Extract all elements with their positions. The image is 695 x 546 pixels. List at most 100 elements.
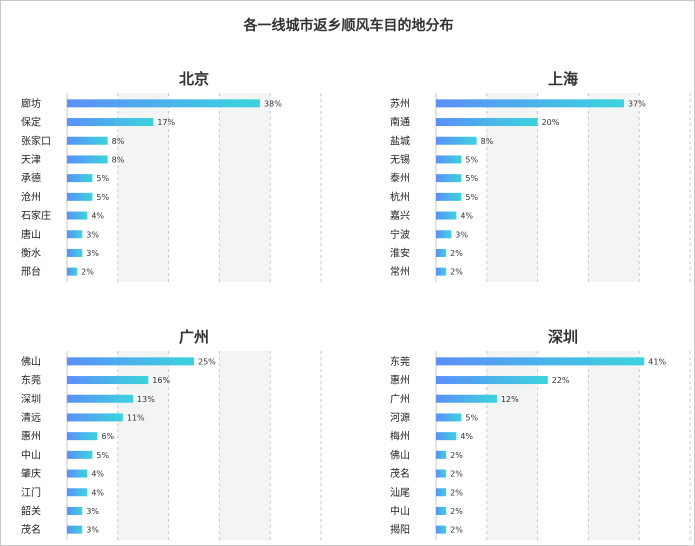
bar xyxy=(67,394,134,403)
bar xyxy=(67,211,88,220)
bar xyxy=(436,136,477,145)
value-label: 11% xyxy=(127,413,145,422)
category-label: 苏州 xyxy=(390,97,410,110)
bar xyxy=(436,450,447,459)
bar xyxy=(436,230,452,239)
category-label: 中山 xyxy=(21,448,41,461)
bar xyxy=(67,118,154,127)
value-label: 3% xyxy=(86,230,99,239)
value-label: 4% xyxy=(460,432,473,441)
bar xyxy=(436,99,624,108)
category-label: 河源 xyxy=(390,411,410,424)
value-label: 4% xyxy=(91,212,104,221)
bar xyxy=(67,267,78,276)
category-label: 广州 xyxy=(390,393,410,405)
bar xyxy=(67,357,194,366)
bar xyxy=(436,413,462,422)
panel-title: 上海 xyxy=(548,70,578,88)
value-label: 2% xyxy=(450,507,463,516)
category-label: 深圳 xyxy=(21,393,41,405)
bar xyxy=(67,99,261,108)
category-label: 淮安 xyxy=(390,246,410,259)
value-label: 2% xyxy=(450,470,463,479)
value-label: 37% xyxy=(628,99,646,108)
grid-band xyxy=(588,93,640,282)
bar xyxy=(436,394,497,403)
value-label: 2% xyxy=(450,268,463,277)
value-label: 5% xyxy=(465,155,478,164)
bar xyxy=(67,376,149,385)
category-label: 惠州 xyxy=(390,374,410,387)
category-label: 泰州 xyxy=(390,172,410,185)
grid-band xyxy=(588,351,640,540)
value-label: 20% xyxy=(542,118,560,127)
category-label: 南通 xyxy=(390,116,410,129)
grid-band xyxy=(219,93,271,282)
value-label: 2% xyxy=(450,451,463,460)
category-label: 石家庄 xyxy=(21,209,51,222)
category-label: 宁波 xyxy=(390,228,410,241)
category-label: 承德 xyxy=(21,172,41,185)
value-label: 2% xyxy=(450,249,463,258)
bar xyxy=(436,525,447,534)
bar xyxy=(67,450,93,459)
category-label: 佛山 xyxy=(390,448,410,461)
bar xyxy=(67,248,83,257)
category-label: 保定 xyxy=(21,116,41,129)
category-label: 杭州 xyxy=(390,190,410,203)
value-label: 25% xyxy=(198,357,216,366)
bar xyxy=(67,525,83,534)
bar xyxy=(67,488,88,497)
category-label: 梅州 xyxy=(390,430,410,443)
category-label: 沧州 xyxy=(21,190,41,203)
value-label: 38% xyxy=(264,99,282,108)
value-label: 3% xyxy=(455,230,468,239)
value-label: 6% xyxy=(101,432,114,441)
value-label: 2% xyxy=(450,488,463,497)
category-label: 中山 xyxy=(390,504,410,517)
bar xyxy=(436,174,462,183)
category-label: 邢台 xyxy=(21,265,41,278)
category-label: 清远 xyxy=(21,411,41,424)
category-label: 盐城 xyxy=(390,134,410,147)
bar xyxy=(67,136,108,145)
category-label: 无锡 xyxy=(390,153,410,166)
category-label: 嘉兴 xyxy=(390,209,410,222)
bar xyxy=(436,357,645,366)
bar xyxy=(436,432,457,441)
value-label: 4% xyxy=(91,488,104,497)
grid-band xyxy=(219,351,271,540)
bar xyxy=(436,267,447,276)
bar xyxy=(436,506,447,515)
panel-title: 北京 xyxy=(179,70,209,88)
category-label: 茂名 xyxy=(390,467,410,480)
bar xyxy=(436,155,462,164)
value-label: 4% xyxy=(91,470,104,479)
bar xyxy=(67,432,98,441)
value-label: 8% xyxy=(112,155,125,164)
value-label: 17% xyxy=(157,118,175,127)
value-label: 5% xyxy=(96,451,109,460)
value-label: 3% xyxy=(86,249,99,258)
bar xyxy=(67,413,123,422)
category-label: 揭阳 xyxy=(390,523,410,536)
bar xyxy=(436,488,447,497)
value-label: 8% xyxy=(481,137,494,146)
value-label: 2% xyxy=(450,526,463,535)
category-label: 廊坊 xyxy=(21,97,41,110)
category-label: 佛山 xyxy=(21,355,41,368)
bar xyxy=(436,248,447,257)
bar xyxy=(436,192,462,201)
panel-title: 深圳 xyxy=(548,328,578,346)
value-label: 8% xyxy=(112,137,125,146)
category-label: 东莞 xyxy=(21,374,41,387)
bar xyxy=(436,376,548,385)
bar xyxy=(67,230,83,239)
category-label: 韶关 xyxy=(21,504,41,517)
value-label: 13% xyxy=(137,395,155,404)
bar xyxy=(67,192,93,201)
value-label: 12% xyxy=(501,395,519,404)
bar xyxy=(436,469,447,478)
value-label: 41% xyxy=(648,357,666,366)
